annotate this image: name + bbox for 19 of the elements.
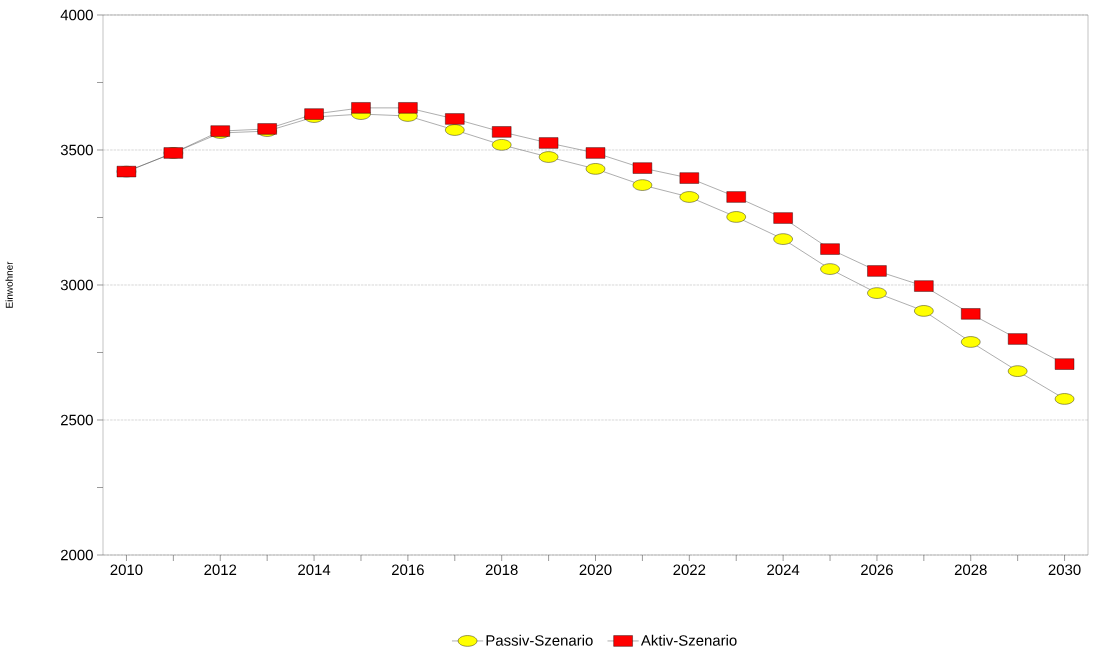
x-tick-label: 2012	[204, 564, 237, 576]
x-tick-label: 2016	[392, 564, 424, 576]
x-tick-label: 2020	[579, 564, 612, 576]
y-tick-label: 3000	[60, 279, 93, 291]
x-tick-label: 2018	[485, 564, 518, 576]
y-tick-label: 3500	[60, 144, 93, 156]
x-tick-label: 2028	[954, 564, 987, 576]
x-tick-label: 2014	[298, 564, 331, 576]
x-tick-label: 2026	[861, 564, 893, 576]
y-axis-title: Einwohner	[5, 261, 13, 308]
y-tick-label: 4000	[60, 9, 93, 21]
x-tick-label: 2030	[1048, 564, 1081, 576]
x-tick-label: 2024	[767, 564, 800, 576]
x-tick-label: 2022	[673, 564, 706, 576]
y-tick-label: 2500	[61, 414, 93, 426]
y-tick-label: 2000	[61, 549, 93, 561]
legend-label: Passiv-Szenario	[486, 634, 593, 646]
x-tick-label: 2010	[110, 564, 143, 576]
legend-label: Aktiv-Szenario	[640, 634, 737, 646]
